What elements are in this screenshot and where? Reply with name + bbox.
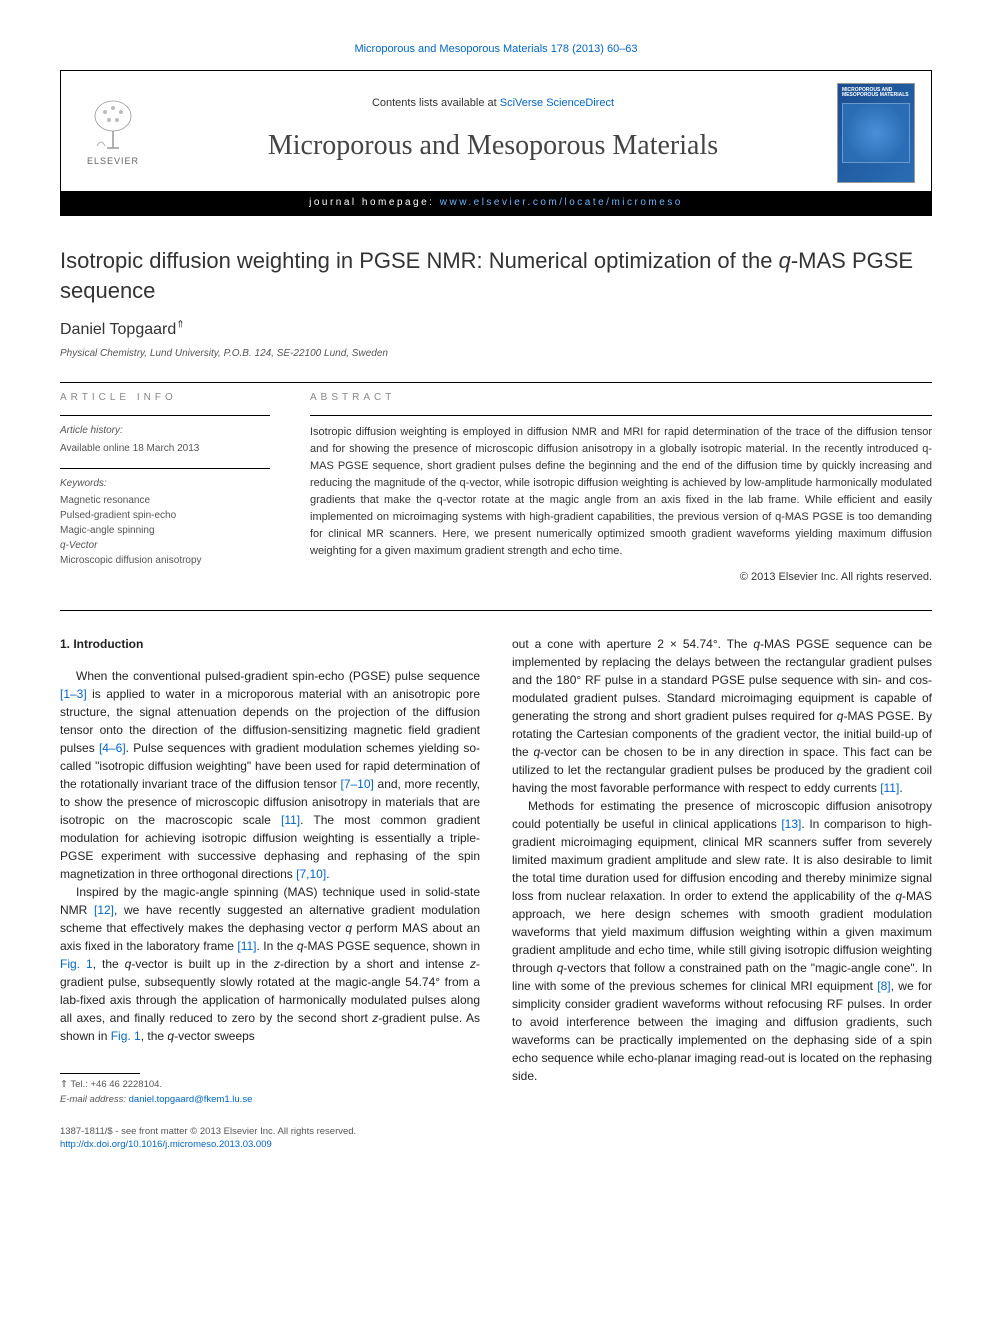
abstract-text: Isotropic diffusion weighting is employe… — [310, 424, 932, 560]
title-italic-q: q — [779, 248, 791, 273]
issn-line: 1387-1811/$ - see front matter © 2013 El… — [60, 1125, 932, 1138]
keywords-heading: Keywords: — [60, 477, 270, 492]
keyword-4: Microscopic diffusion anisotropy — [60, 553, 270, 568]
p1-t1: When the conventional pulsed-gradient sp… — [76, 669, 480, 683]
homepage-bar: journal homepage: www.elsevier.com/locat… — [61, 191, 931, 216]
footer-divider — [60, 1073, 140, 1074]
keyword-3: q-Vector — [60, 538, 270, 553]
p2-t4: . In the — [256, 939, 296, 953]
citation-line: Microporous and Mesoporous Materials 178… — [60, 42, 932, 58]
intro-p1-cont: out a cone with aperture 2 × 54.74°. The… — [512, 635, 932, 797]
meta-divider-1 — [60, 415, 270, 416]
ref-7-10[interactable]: [7–10] — [341, 777, 374, 791]
corr-email-line: E-mail address: daniel.topgaard@fkem1.lu… — [60, 1093, 480, 1107]
ref-8[interactable]: [8] — [877, 979, 890, 993]
history-text: Available online 18 March 2013 — [60, 441, 270, 456]
abstract-divider — [310, 415, 932, 416]
corr-author-mark: ⇑ — [176, 319, 184, 330]
homepage-prefix: journal homepage: — [309, 197, 440, 208]
p1-t6: . — [326, 867, 329, 881]
p2-t12: -vector sweeps — [174, 1029, 255, 1043]
journal-cover-thumbnail: MICROPOROUS AND MESOPOROUS MATERIALS — [837, 83, 915, 183]
article-title: Isotropic diffusion weighting in PGSE NM… — [60, 246, 932, 305]
ref-4-6[interactable]: [4–6] — [99, 741, 126, 755]
scidirect-link[interactable]: SciVerse ScienceDirect — [500, 97, 614, 109]
p2-t11: , the — [141, 1029, 168, 1043]
doi-link[interactable]: http://dx.doi.org/10.1016/j.micromeso.20… — [60, 1139, 272, 1150]
fig-1-a[interactable]: Fig. 1 — [60, 957, 93, 971]
affiliation: Physical Chemistry, Lund University, P.O… — [60, 347, 932, 362]
ref-13[interactable]: [13] — [781, 817, 801, 831]
ref-12[interactable]: [12] — [94, 903, 114, 917]
rp1-t4: -vector can be chosen to be in any direc… — [512, 745, 932, 795]
q-sym-2: q — [297, 939, 304, 953]
email-label: E-mail address: — [60, 1094, 129, 1105]
ref-7-10b[interactable]: [7,10] — [296, 867, 326, 881]
email-link[interactable]: daniel.topgaard@fkem1.lu.se — [129, 1094, 253, 1105]
keyword-1: Pulsed-gradient spin-echo — [60, 508, 270, 523]
cover-image — [842, 103, 910, 163]
rp2-t4: -vectors that follow a constrained path … — [512, 961, 932, 993]
divider-bottom — [60, 610, 932, 611]
meta-divider-2 — [60, 468, 270, 469]
section-1-heading: 1. Introduction — [60, 635, 480, 653]
p2-t5: -MAS PGSE sequence, shown in — [304, 939, 481, 953]
p2-t7: -vector is built up in the — [131, 957, 274, 971]
abstract-heading: ABSTRACT — [310, 391, 932, 406]
body-columns: 1. Introduction When the conventional pu… — [60, 635, 932, 1107]
bottom-issn-doi: 1387-1811/$ - see front matter © 2013 El… — [60, 1125, 932, 1152]
title-pre: Isotropic diffusion weighting in PGSE NM… — [60, 248, 779, 273]
article-info-heading: ARTICLE INFO — [60, 391, 270, 406]
keyword-2: Magic-angle spinning — [60, 523, 270, 538]
author-name: Daniel Topgaard⇑ — [60, 318, 932, 341]
contents-line: Contents lists available at SciVerse Sci… — [169, 96, 817, 112]
rq-4: q — [895, 889, 902, 903]
history-heading: Article history: — [60, 424, 270, 439]
fig-1-b[interactable]: Fig. 1 — [111, 1029, 141, 1043]
divider-top — [60, 382, 932, 383]
ref-11-b[interactable]: [11] — [237, 939, 256, 953]
abstract-copyright: © 2013 Elsevier Inc. All rights reserved… — [310, 570, 932, 586]
keyword-0: Magnetic resonance — [60, 493, 270, 508]
corr-tel: ⇑ Tel.: +46 46 2228104. — [60, 1078, 480, 1092]
contents-prefix: Contents lists available at — [372, 97, 500, 109]
p2-t6: , the — [93, 957, 125, 971]
ref-11-a[interactable]: [11] — [281, 813, 300, 827]
homepage-link[interactable]: www.elsevier.com/locate/micromeso — [440, 197, 683, 208]
intro-p3: Methods for estimating the presence of m… — [512, 797, 932, 1085]
article-info-column: ARTICLE INFO Article history: Available … — [60, 391, 270, 587]
elsevier-logo: ELSEVIER — [77, 93, 149, 173]
left-column: 1. Introduction When the conventional pu… — [60, 635, 480, 1107]
ref-11-c[interactable]: [11] — [880, 781, 899, 795]
rp1-t1: out a cone with aperture 2 × 54.74°. The — [512, 637, 753, 651]
cover-title: MICROPOROUS AND MESOPOROUS MATERIALS — [842, 88, 910, 99]
right-column: out a cone with aperture 2 × 54.74°. The… — [512, 635, 932, 1107]
journal-title: Microporous and Mesoporous Materials — [169, 126, 817, 167]
elsevier-text: ELSEVIER — [87, 155, 139, 168]
p2-t8: -direction by a short and intense — [280, 957, 470, 971]
rp2-t5: , we for simplicity consider gradient wa… — [512, 979, 932, 1083]
ref-1-3[interactable]: [1–3] — [60, 687, 87, 701]
journal-header-box: ELSEVIER Contents lists available at Sci… — [60, 70, 932, 217]
corr-mark: ⇑ — [60, 1079, 68, 1090]
elsevier-tree-icon — [83, 98, 143, 153]
abstract-column: ABSTRACT Isotropic diffusion weighting i… — [310, 391, 932, 587]
tel-text: Tel.: +46 46 2228104. — [68, 1079, 162, 1090]
author-text: Daniel Topgaard — [60, 321, 176, 338]
intro-p2: Inspired by the magic-angle spinning (MA… — [60, 883, 480, 1045]
keyword-3-text: q-Vector — [60, 540, 97, 551]
intro-p1: When the conventional pulsed-gradient sp… — [60, 667, 480, 883]
corr-footer: ⇑ Tel.: +46 46 2228104. E-mail address: … — [60, 1073, 480, 1107]
rp1-t5: . — [899, 781, 902, 795]
